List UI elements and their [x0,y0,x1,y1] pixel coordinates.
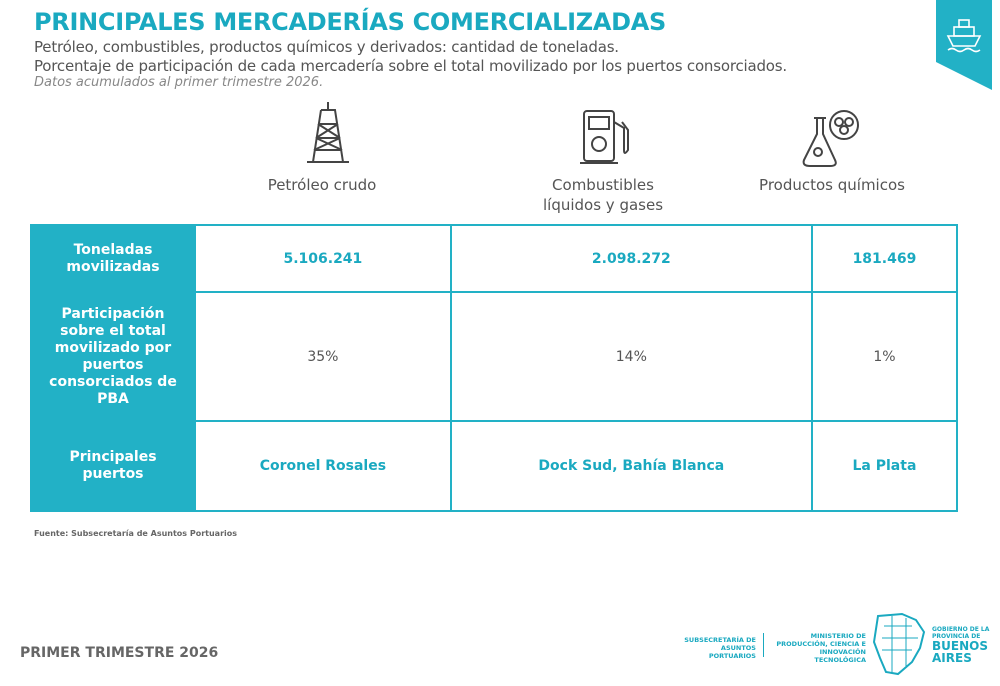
data-table: Toneladas movilizadas 5.106.241 2.098.27… [30,224,959,512]
subtitle: Porcentaje de participación de cada merc… [34,57,787,75]
logo-text: MINISTERIO DE PRODUCCIÓN, CIENCIA E INNO… [776,632,866,664]
cell: Coronel Rosales [195,420,452,512]
cell: 1% [810,291,959,422]
logo-text: BUENOS AIRES [932,639,988,665]
source: Fuente: Subsecretaría de Asuntos Portuar… [34,529,238,538]
cell: 2.098.272 [450,224,812,293]
fuel-pump-icon [580,110,629,164]
corner-badge [936,0,992,90]
logo-text: GOBIERNO DE LA PROVINCIA DE [932,626,990,640]
province-map [872,612,926,676]
table-row: Principales puertos Coronel Rosales Dock… [30,420,959,512]
note: Datos acumulados al primer trimestre 202… [34,75,324,90]
cell: La Plata [810,420,959,512]
column-header: Combustibles líquidos y gases [542,176,664,214]
column-header: Petróleo crudo [267,176,377,194]
table-row: Participación sobre el total movilizado … [30,291,959,422]
column-header: Productos químicos [759,176,905,194]
table-row: Toneladas movilizadas 5.106.241 2.098.27… [30,224,959,293]
divider [763,633,764,657]
logo-text: SUBSECRETARÍA DE ASUNTOS PORTUARIOS [684,636,756,660]
cell: Dock Sud, Bahía Blanca [450,420,812,512]
cell: 181.469 [810,224,959,293]
oil-rig-icon [307,102,349,163]
period: PRIMER TRIMESTRE 2026 [20,645,219,661]
cell: 5.106.241 [195,224,452,293]
chemistry-icon [802,110,859,167]
title: PRINCIPALES MERCADERÍAS COMERCIALIZADAS [34,8,666,36]
cell: 14% [450,291,812,422]
cell: 35% [195,291,452,422]
row-header: Toneladas movilizadas [30,224,196,293]
subtitle: Petróleo, combustibles, productos químic… [34,38,619,56]
row-header: Participación sobre el total movilizado … [30,291,196,422]
row-header: Principales puertos [30,420,196,512]
